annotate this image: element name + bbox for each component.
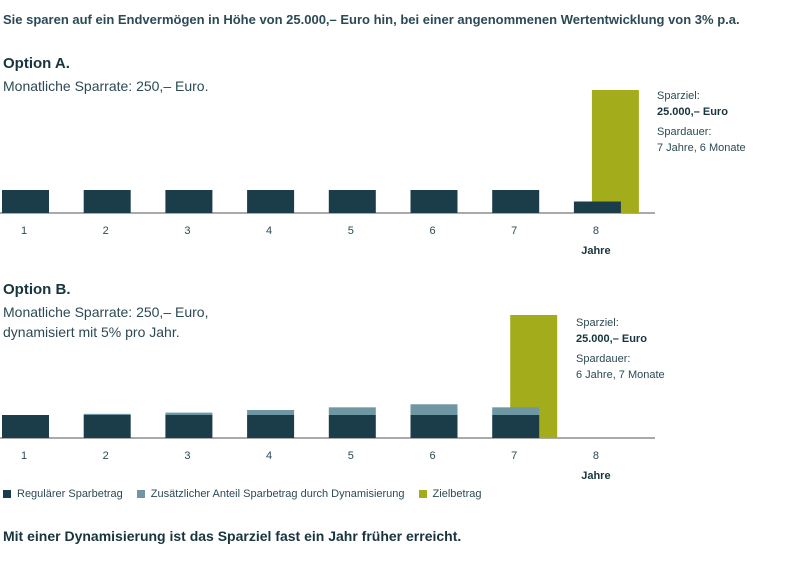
legend-item-goal: Zielbetrag: [418, 488, 482, 500]
legend-label-regular: Regulärer Sparbetrag: [17, 488, 123, 500]
option-a-bar-regular-6: [410, 190, 458, 213]
option-b-bar-additional-5: [328, 407, 376, 415]
option-a-chart: 1 2 3 4 5 6 7 8 Jahre: [0, 90, 655, 257]
option-a-goal-value: 25.000,– Euro: [657, 106, 728, 118]
option-a-tick-label: 1: [21, 225, 27, 237]
option-b-tick-label: 8: [593, 450, 599, 462]
option-a-tick-label: 8: [593, 225, 599, 237]
option-a-tick-label: 4: [266, 225, 272, 237]
option-b-bar-regular-7: [492, 415, 540, 438]
option-a-bar-regular-4: [247, 190, 295, 213]
option-b-tick-label: 7: [511, 450, 517, 462]
option-b-goal-label: Sparziel:: [576, 317, 619, 329]
option-a-subtitle: Monatliche Sparrate: 250,– Euro.: [3, 76, 208, 96]
option-a-bar-regular-2: [83, 190, 131, 213]
option-b-tick-label: 3: [184, 450, 190, 462]
legend-label-additional: Zusätzlicher Anteil Sparbetrag durch Dyn…: [150, 488, 405, 500]
option-b-bar-regular-5: [328, 415, 376, 438]
option-b-bar-additional-3: [165, 412, 213, 415]
option-b-goal-value: 25.000,– Euro: [576, 333, 647, 345]
legend-swatch-additional: [136, 490, 145, 498]
option-b-x-axis-label: Jahre: [581, 470, 610, 482]
option-b-subtitle-line-1: Monatliche Sparrate: 250,– Euro,: [3, 304, 209, 320]
option-b-tick-label: 2: [103, 450, 109, 462]
legend-item-regular: Regulärer Sparbetrag: [3, 488, 123, 500]
option-b-bar-additional-2: [83, 413, 131, 415]
headline: Sie sparen auf ein Endvermögen in Höhe v…: [3, 12, 740, 27]
option-b-tick-label: 6: [429, 450, 435, 462]
option-b-tick-label: 5: [348, 450, 354, 462]
option-a-bar-goal-8: [591, 90, 639, 213]
option-a-subtitle-line: Monatliche Sparrate: 250,– Euro.: [3, 78, 209, 94]
option-b-bar-regular-3: [165, 415, 213, 438]
option-a-bar-regular-1: [2, 190, 49, 213]
option-a-title: Option A.: [3, 55, 70, 72]
conclusion: Mit einer Dynamisierung ist das Sparziel…: [3, 528, 462, 544]
option-b-tick-label: 4: [266, 450, 272, 462]
option-a-bar-regular-3: [165, 190, 213, 213]
option-b-duration-value: 6 Jahre, 7 Monate: [576, 369, 665, 381]
option-a-tick-label: 7: [511, 225, 517, 237]
option-a-duration-value: 7 Jahre, 6 Monate: [657, 142, 746, 154]
option-b-chart: 1 2 3 4 5 6 7 8 Jahre: [0, 315, 655, 482]
option-a-tick-label: 2: [103, 225, 109, 237]
option-b-tick-label: 1: [21, 450, 27, 462]
option-b-bar-additional-7: [492, 407, 540, 415]
option-b-bar-additional-4: [247, 410, 295, 415]
option-b-bar-regular-6: [410, 415, 458, 438]
option-b-subtitle: Monatliche Sparrate: 250,– Euro, dynamis…: [3, 302, 208, 342]
legend-swatch-goal: [418, 490, 427, 498]
option-a-goal-label: Sparziel:: [657, 90, 700, 102]
option-a-bar-regular-5: [328, 190, 376, 213]
legend-item-additional: Zusätzlicher Anteil Sparbetrag durch Dyn…: [136, 488, 405, 500]
legend: Regulärer Sparbetrag Zusätzlicher Anteil…: [3, 488, 495, 500]
option-b-subtitle-line-2: dynamisiert mit 5% pro Jahr.: [3, 324, 180, 340]
option-b-duration-label: Spardauer:: [576, 353, 631, 365]
option-a-bar-regular-8: [573, 201, 621, 213]
option-a-x-axis-label: Jahre: [581, 245, 610, 257]
option-b-bar-regular-4: [247, 415, 295, 438]
option-b-bar-regular-2: [83, 415, 131, 438]
legend-swatch-regular: [3, 490, 11, 498]
option-b-bar-additional-6: [410, 404, 458, 415]
option-a-goal-info: Sparziel: 25.000,– Euro Spardauer: 7 Jah…: [657, 88, 746, 156]
option-b-title: Option B.: [3, 281, 71, 298]
option-b-goal-info: Sparziel: 25.000,– Euro Spardauer: 6 Jah…: [576, 315, 665, 383]
option-a-tick-label: 3: [184, 225, 190, 237]
option-b-bar-regular-1: [2, 415, 49, 438]
legend-label-goal: Zielbetrag: [432, 488, 482, 500]
option-a-duration-label: Spardauer:: [657, 126, 712, 138]
option-a-bar-regular-7: [492, 190, 540, 213]
option-a-tick-label: 5: [348, 225, 354, 237]
option-a-tick-label: 6: [429, 225, 435, 237]
